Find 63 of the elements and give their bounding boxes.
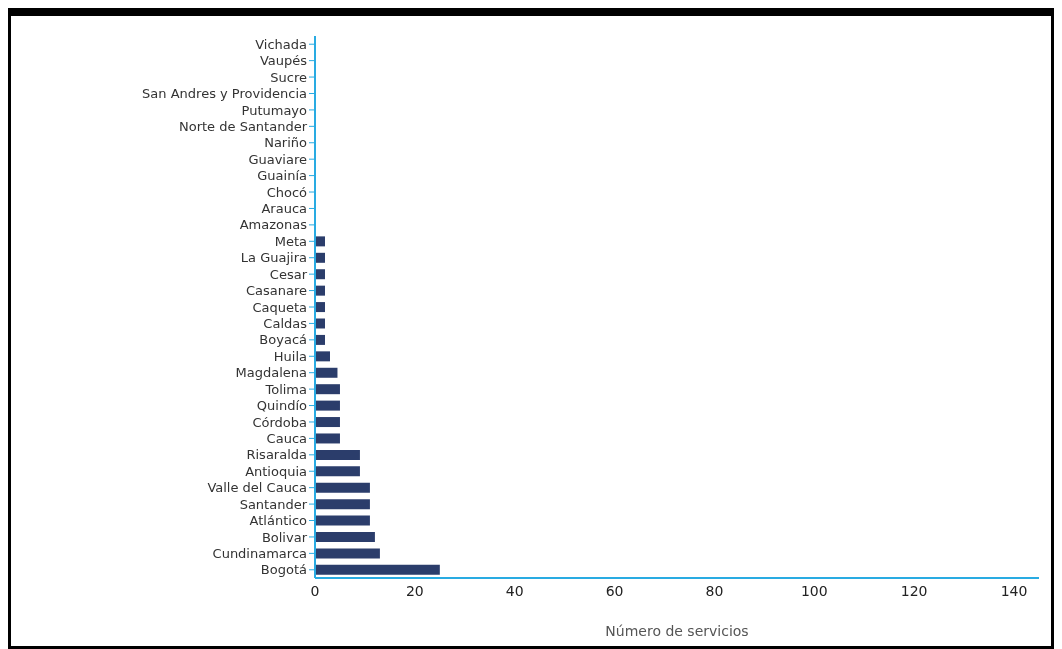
x-tick-label: 40 xyxy=(505,582,524,599)
y-tick-label: La Guajira xyxy=(240,250,307,266)
bar xyxy=(315,499,370,510)
x-tick-label: 120 xyxy=(900,582,928,599)
bar xyxy=(315,384,340,395)
y-tick-label: Guaviare xyxy=(248,151,307,167)
x-tick-label: 60 xyxy=(605,582,624,599)
bar xyxy=(315,318,325,329)
y-tick-label: Vaupés xyxy=(259,53,308,69)
y-tick-label: Bolivar xyxy=(261,529,308,545)
y-tick-label: Putumayo xyxy=(241,102,308,118)
y-tick-label: Atlántico xyxy=(249,513,308,529)
y-tick-label: Guainía xyxy=(257,168,307,184)
bar xyxy=(315,285,325,296)
y-tick-label: Cundinamarca xyxy=(212,545,307,561)
y-tick-label: Huila xyxy=(273,348,307,364)
y-tick-label: Casanare xyxy=(245,283,307,299)
bar xyxy=(315,269,325,280)
y-tick-label: Valle del Cauca xyxy=(207,480,307,496)
x-axis-title: Número de servicios xyxy=(605,623,749,639)
y-tick-label: Córdoba xyxy=(252,414,307,430)
y-tick-label: Cauca xyxy=(266,431,307,447)
bar xyxy=(315,564,440,575)
bar xyxy=(315,482,370,493)
y-tick-label: Amazonas xyxy=(239,217,308,233)
x-tick-label: 80 xyxy=(705,582,724,599)
y-tick-label: Caldas xyxy=(263,316,308,332)
x-tick-label: 140 xyxy=(1000,582,1028,599)
bar xyxy=(315,351,330,362)
bar xyxy=(315,367,338,378)
bar xyxy=(315,417,340,428)
bar xyxy=(315,548,380,559)
bar xyxy=(315,252,325,263)
bar xyxy=(315,433,340,444)
y-tick-label: Santander xyxy=(239,496,308,512)
x-tick-label: 0 xyxy=(310,582,320,599)
y-tick-label: Chocó xyxy=(266,184,308,200)
y-tick-label: Meta xyxy=(274,233,307,249)
bar xyxy=(315,302,325,313)
y-tick-label: Risaralda xyxy=(246,447,307,463)
y-tick-label: Nariño xyxy=(264,135,308,151)
bar xyxy=(315,532,375,543)
x-tick-label: 100 xyxy=(800,582,828,599)
y-tick-label: Magdalena xyxy=(235,365,307,381)
y-tick-label: Vichada xyxy=(255,36,307,52)
y-tick-label: Antioquia xyxy=(245,463,307,479)
y-tick-label: Cesar xyxy=(269,266,308,282)
bar xyxy=(315,449,360,460)
y-tick-label: Norte de Santander xyxy=(179,118,308,134)
y-tick-label: Boyacá xyxy=(259,332,307,348)
bar xyxy=(315,236,325,247)
y-tick-label: Caqueta xyxy=(252,299,307,315)
bar xyxy=(315,400,340,411)
bar xyxy=(315,334,325,345)
y-tick-label: San Andres y Providencia xyxy=(142,86,307,102)
y-tick-label: Sucre xyxy=(270,69,307,85)
y-tick-label: Tolima xyxy=(264,381,307,397)
y-tick-label: Quindío xyxy=(256,398,308,414)
x-tick-label: 20 xyxy=(405,582,424,599)
y-tick-label: Bogotá xyxy=(260,562,307,578)
y-tick-label: Arauca xyxy=(261,201,307,217)
bar xyxy=(315,466,360,477)
bar xyxy=(315,515,370,526)
